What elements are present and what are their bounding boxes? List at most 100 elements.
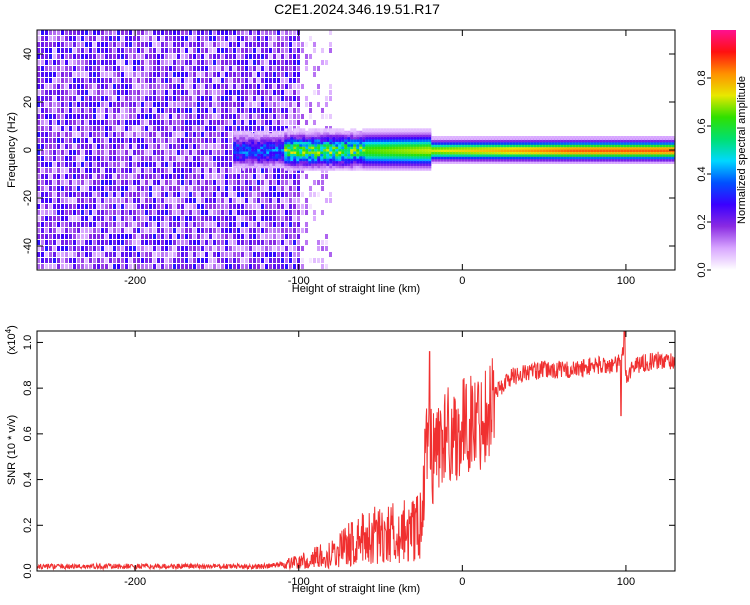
- heatmap-cell: [169, 144, 172, 149]
- heatmap-cell: [245, 133, 249, 138]
- heatmap-cell: [209, 216, 212, 221]
- heatmap-cell: [533, 157, 537, 162]
- heatmap-cell: [311, 142, 315, 147]
- heatmap-cell: [265, 222, 268, 227]
- heatmap-cell: [245, 228, 248, 233]
- heatmap-cell: [253, 204, 256, 209]
- heatmap-cell: [494, 157, 498, 162]
- heatmap-cell: [311, 147, 315, 152]
- heatmap-cell: [61, 114, 64, 119]
- heatmap-cell: [173, 66, 176, 71]
- heatmap-cell: [101, 234, 104, 239]
- heatmap-cell: [261, 192, 264, 197]
- heatmap-cell: [45, 252, 48, 257]
- heatmap-cell: [193, 186, 196, 191]
- heatmap-cell: [623, 143, 627, 148]
- heatmap-cell: [133, 138, 136, 143]
- heatmap-cell: [189, 126, 192, 131]
- heatmap-cell: [65, 234, 68, 239]
- heatmap-cell: [353, 140, 357, 145]
- snr-y-axis-title: SNR (10 * v/v): [6, 415, 18, 485]
- heatmap-cell: [89, 126, 92, 131]
- heatmap-cell: [209, 72, 212, 77]
- heatmap-cell: [41, 132, 44, 137]
- heatmap-cell: [572, 152, 576, 157]
- heatmap-cell: [169, 174, 172, 179]
- heatmap-cell: [311, 161, 315, 166]
- heatmap-cell: [113, 162, 116, 167]
- heatmap-cell: [193, 210, 196, 215]
- heatmap-cell: [506, 152, 510, 157]
- heatmap-cell: [81, 150, 84, 155]
- heatmap-cell: [37, 126, 40, 131]
- heatmap-cell: [650, 145, 654, 150]
- heatmap-cell: [81, 108, 84, 113]
- heatmap-cell: [260, 157, 264, 162]
- heatmap-cell: [377, 130, 381, 135]
- heatmap-cell: [133, 132, 136, 137]
- heatmap-cell: [97, 156, 100, 161]
- heatmap-cell: [269, 54, 272, 59]
- heatmap-cell: [261, 210, 264, 215]
- heatmap-cell: [395, 128, 399, 133]
- heatmap-cell: [281, 159, 285, 164]
- heatmap-cell: [341, 159, 345, 164]
- heatmap-cell: [77, 90, 80, 95]
- heatmap-cell: [305, 154, 309, 159]
- heatmap-cell: [281, 204, 284, 209]
- heatmap-cell: [229, 222, 232, 227]
- heatmap-cell: [482, 145, 486, 150]
- heatmap-cell: [305, 66, 308, 71]
- heatmap-cell: [93, 156, 96, 161]
- heatmap-cell: [428, 130, 432, 135]
- heatmap-cell: [181, 120, 184, 125]
- heatmap-cell: [428, 133, 432, 138]
- heatmap-cell: [101, 42, 104, 47]
- heatmap-cell: [289, 120, 292, 125]
- heatmap-cell: [473, 136, 477, 140]
- heatmap-cell: [509, 160, 513, 164]
- heatmap-cell: [455, 136, 459, 140]
- heatmap-cell: [254, 137, 258, 142]
- heatmap-cell: [241, 66, 244, 71]
- heatmap-cell: [209, 210, 212, 215]
- heatmap-cell: [149, 198, 152, 203]
- heatmap-cell: [225, 96, 228, 101]
- heatmap-cell: [422, 147, 426, 152]
- heatmap-cell: [257, 164, 261, 169]
- heatmap-cell: [309, 114, 312, 119]
- heatmap-cell: [81, 204, 84, 209]
- heatmap-cell: [237, 252, 240, 257]
- heatmap-cell: [113, 132, 116, 137]
- heatmap-cell: [527, 157, 531, 162]
- heatmap-cell: [293, 36, 296, 41]
- heatmap-cell: [539, 136, 543, 140]
- heatmap-cell: [632, 157, 636, 162]
- heatmap-cell: [41, 126, 44, 131]
- heatmap-cell: [137, 96, 140, 101]
- heatmap-cell: [524, 150, 528, 155]
- heatmap-cell: [371, 128, 375, 133]
- heatmap-cell: [284, 164, 288, 169]
- heatmap-cell: [133, 156, 136, 161]
- heatmap-cell: [289, 126, 292, 131]
- heatmap-cell: [93, 126, 96, 131]
- heatmap-cell: [113, 120, 116, 125]
- heatmap-cell: [313, 192, 316, 197]
- heatmap-cell: [632, 145, 636, 150]
- heatmap-cell: [338, 145, 342, 150]
- heatmap-cell: [245, 234, 248, 239]
- heatmap-cell: [173, 108, 176, 113]
- heatmap-cell: [527, 138, 531, 143]
- heatmap-cell: [407, 142, 411, 147]
- heatmap-cell: [419, 159, 423, 164]
- heatmap-cell: [149, 222, 152, 227]
- heatmap-cell: [566, 136, 570, 140]
- heatmap-cell: [314, 135, 318, 140]
- heatmap-cell: [149, 72, 152, 77]
- heatmap-cell: [73, 222, 76, 227]
- heatmap-cell: [398, 140, 402, 145]
- heatmap-cell: [404, 166, 408, 171]
- heatmap-cell: [482, 155, 486, 160]
- heatmap-cell: [125, 198, 128, 203]
